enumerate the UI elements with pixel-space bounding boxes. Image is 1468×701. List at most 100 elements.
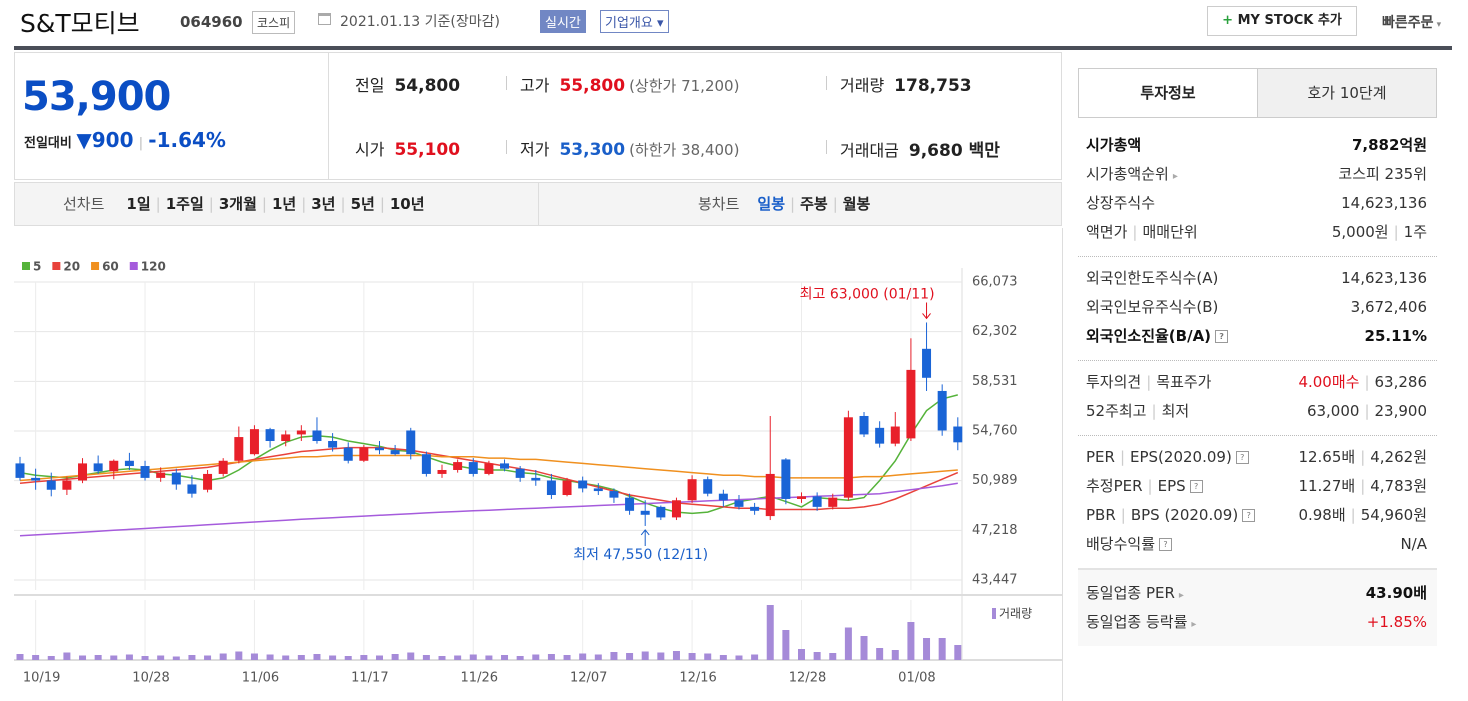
- volume-bar: [282, 655, 290, 660]
- volume-bar: [923, 638, 931, 660]
- candle-body: [312, 430, 322, 442]
- row-label: 추정PER | EPS?: [1086, 475, 1203, 496]
- candle-body: [687, 479, 697, 501]
- info-row: PER | EPS(2020.09)? 12.65배 | 4,262원: [1086, 442, 1427, 471]
- period-button[interactable]: 5년: [350, 195, 375, 213]
- change: 900: [91, 128, 134, 152]
- quick-order[interactable]: 빠른주문 ▾: [1382, 15, 1442, 31]
- candle-body: [468, 462, 478, 474]
- high-arrow: [922, 302, 931, 320]
- divider: [328, 52, 329, 180]
- my-stock-button[interactable]: + MY STOCK 추가: [1207, 6, 1357, 36]
- label: 시가: [355, 140, 385, 159]
- value-part: 4,262원: [1370, 448, 1427, 466]
- separator: |: [1360, 477, 1366, 495]
- value-part: 63,286: [1374, 373, 1428, 391]
- candle-body: [609, 491, 619, 498]
- value-part: 0.98배: [1298, 506, 1346, 524]
- label-part: 최저: [1161, 402, 1190, 420]
- candle-button[interactable]: 일봉: [757, 195, 786, 213]
- volume-bar: [876, 648, 884, 660]
- stock-code: 064960: [180, 13, 243, 31]
- label-part: EPS(2020.09): [1130, 447, 1232, 466]
- link-arrow[interactable]: ▸: [1178, 590, 1184, 601]
- link-arrow[interactable]: ▸: [1172, 171, 1178, 182]
- period-button[interactable]: 1일: [126, 195, 151, 213]
- link-arrow[interactable]: ▸: [1191, 619, 1197, 630]
- info-row: 외국인소진율(B/A)? 25.11%: [1086, 321, 1427, 350]
- tab[interactable]: 투자정보: [1079, 69, 1257, 117]
- row-value: 4.00매수 | 63,286: [1298, 371, 1427, 392]
- volume-bar: [47, 656, 55, 660]
- info-row: 외국인한도주식수(A) 14,623,136: [1086, 263, 1427, 292]
- legend-label: 60: [102, 260, 119, 274]
- label-part: 목표주가: [1156, 373, 1212, 391]
- separator: |: [208, 195, 214, 213]
- value-part: 14,623,136: [1341, 268, 1427, 287]
- row-value: N/A: [1400, 535, 1427, 553]
- divider: [826, 76, 827, 90]
- candle-button[interactable]: 주봉: [800, 195, 828, 213]
- legend-swatch: [22, 262, 30, 270]
- tab[interactable]: 호가 10단계: [1257, 69, 1436, 117]
- label-part: 상장주식수: [1086, 194, 1156, 212]
- candle-body: [124, 460, 134, 467]
- candle-body: [640, 510, 650, 515]
- summary-item: 거래량 178,753: [840, 72, 972, 96]
- volume-bar: [485, 655, 493, 660]
- candle-body: [593, 488, 603, 492]
- period-button[interactable]: 10년: [389, 195, 425, 213]
- volume-bar: [501, 655, 509, 660]
- help-icon[interactable]: ?: [1159, 538, 1173, 551]
- row-value: 25.11%: [1365, 327, 1427, 345]
- date: 2021.01.13 기준(장마감): [340, 14, 500, 30]
- info-row: PBR | BPS (2020.09)? 0.98배 | 54,960원: [1086, 500, 1427, 529]
- info-row: 투자의견 | 목표주가 4.00매수 | 63,286: [1086, 367, 1427, 396]
- row-value: 0.98배 | 54,960원: [1298, 504, 1427, 525]
- summary-item: 고가 55,800 (상한가 71,200): [520, 72, 739, 96]
- separator: |: [261, 195, 267, 213]
- legend-swatch: [992, 608, 996, 619]
- label: MY STOCK 추가: [1237, 13, 1342, 28]
- price: 53,900: [22, 74, 171, 120]
- volume-bar: [532, 654, 540, 660]
- label-part: PER: [1086, 447, 1115, 466]
- volume-bar: [422, 655, 430, 660]
- section: 외국인한도주식수(A) 14,623,136 외국인보유주식수(B) 3,672,40…: [1078, 256, 1437, 360]
- value: 55,100: [394, 140, 461, 160]
- label-part: 액면가: [1086, 223, 1128, 241]
- volume-bar: [626, 653, 634, 660]
- realtime-button[interactable]: 실시간: [540, 10, 586, 33]
- candle-body: [734, 500, 744, 507]
- y-tick-label: 47,218: [972, 523, 1018, 538]
- period-button[interactable]: 1년: [271, 195, 297, 213]
- volume-bar: [204, 655, 212, 660]
- summary-item: 시가 55,100: [355, 136, 460, 160]
- label: 거래대금: [840, 141, 899, 160]
- help-icon[interactable]: ?: [1215, 330, 1229, 343]
- candle-body: [140, 466, 150, 478]
- label: 거래량: [840, 76, 885, 95]
- help-icon[interactable]: ?: [1189, 480, 1203, 493]
- high-annotation: 최고 63,000 (01/11): [800, 286, 935, 302]
- value-part: 4.00매수: [1298, 373, 1360, 391]
- tabs: 투자정보 호가 10단계: [1078, 68, 1437, 118]
- volume-bar: [751, 654, 759, 660]
- candle-body: [703, 479, 713, 494]
- separator: |: [1364, 401, 1370, 420]
- period-button[interactable]: 3개월: [218, 195, 257, 213]
- candle-body: [765, 473, 775, 517]
- help-icon[interactable]: ?: [1242, 508, 1256, 522]
- period-button[interactable]: 1주일: [165, 195, 204, 213]
- volume-bar: [79, 655, 87, 660]
- candle-periods: 봉차트 일봉 | 주봉 | 월봉: [698, 193, 870, 214]
- legend-label: 거래량: [999, 607, 1032, 621]
- candle-button[interactable]: 월봉: [842, 195, 871, 213]
- y-tick-label: 43,447: [972, 573, 1018, 588]
- period-button[interactable]: 3년: [311, 195, 336, 213]
- value-part: 14,623,136: [1341, 193, 1427, 212]
- company-info-button[interactable]: 기업개요 ▾: [600, 10, 669, 33]
- market-badge: 코스피: [252, 11, 296, 34]
- volume-bar: [547, 654, 555, 660]
- help-icon[interactable]: ?: [1235, 450, 1249, 464]
